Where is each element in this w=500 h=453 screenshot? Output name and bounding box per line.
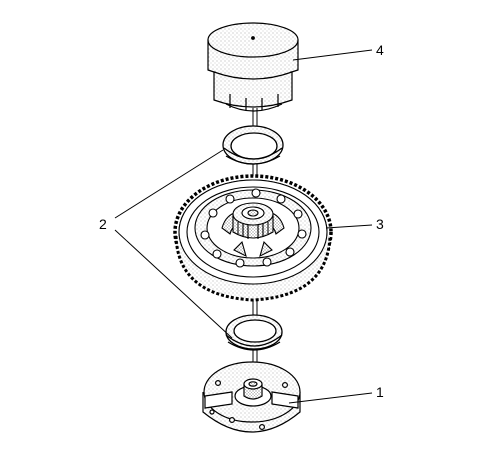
callout-2: 2 — [99, 216, 107, 232]
leader-1 — [288, 392, 373, 404]
callout-4: 4 — [376, 42, 384, 58]
leader-2-lower — [114, 229, 233, 339]
part-1-installer-base — [202, 361, 301, 433]
leader-3 — [325, 224, 373, 229]
part-2-lower-race — [225, 314, 283, 351]
callout-3: 3 — [376, 216, 384, 232]
part-4-tool — [207, 22, 299, 112]
leader-4 — [292, 49, 373, 61]
part-2-upper-race — [222, 125, 284, 165]
part-3-ring-gear-differential — [173, 174, 333, 302]
leader-2-upper — [114, 149, 224, 219]
callout-1: 1 — [376, 384, 384, 400]
leader-lines — [114, 49, 373, 404]
